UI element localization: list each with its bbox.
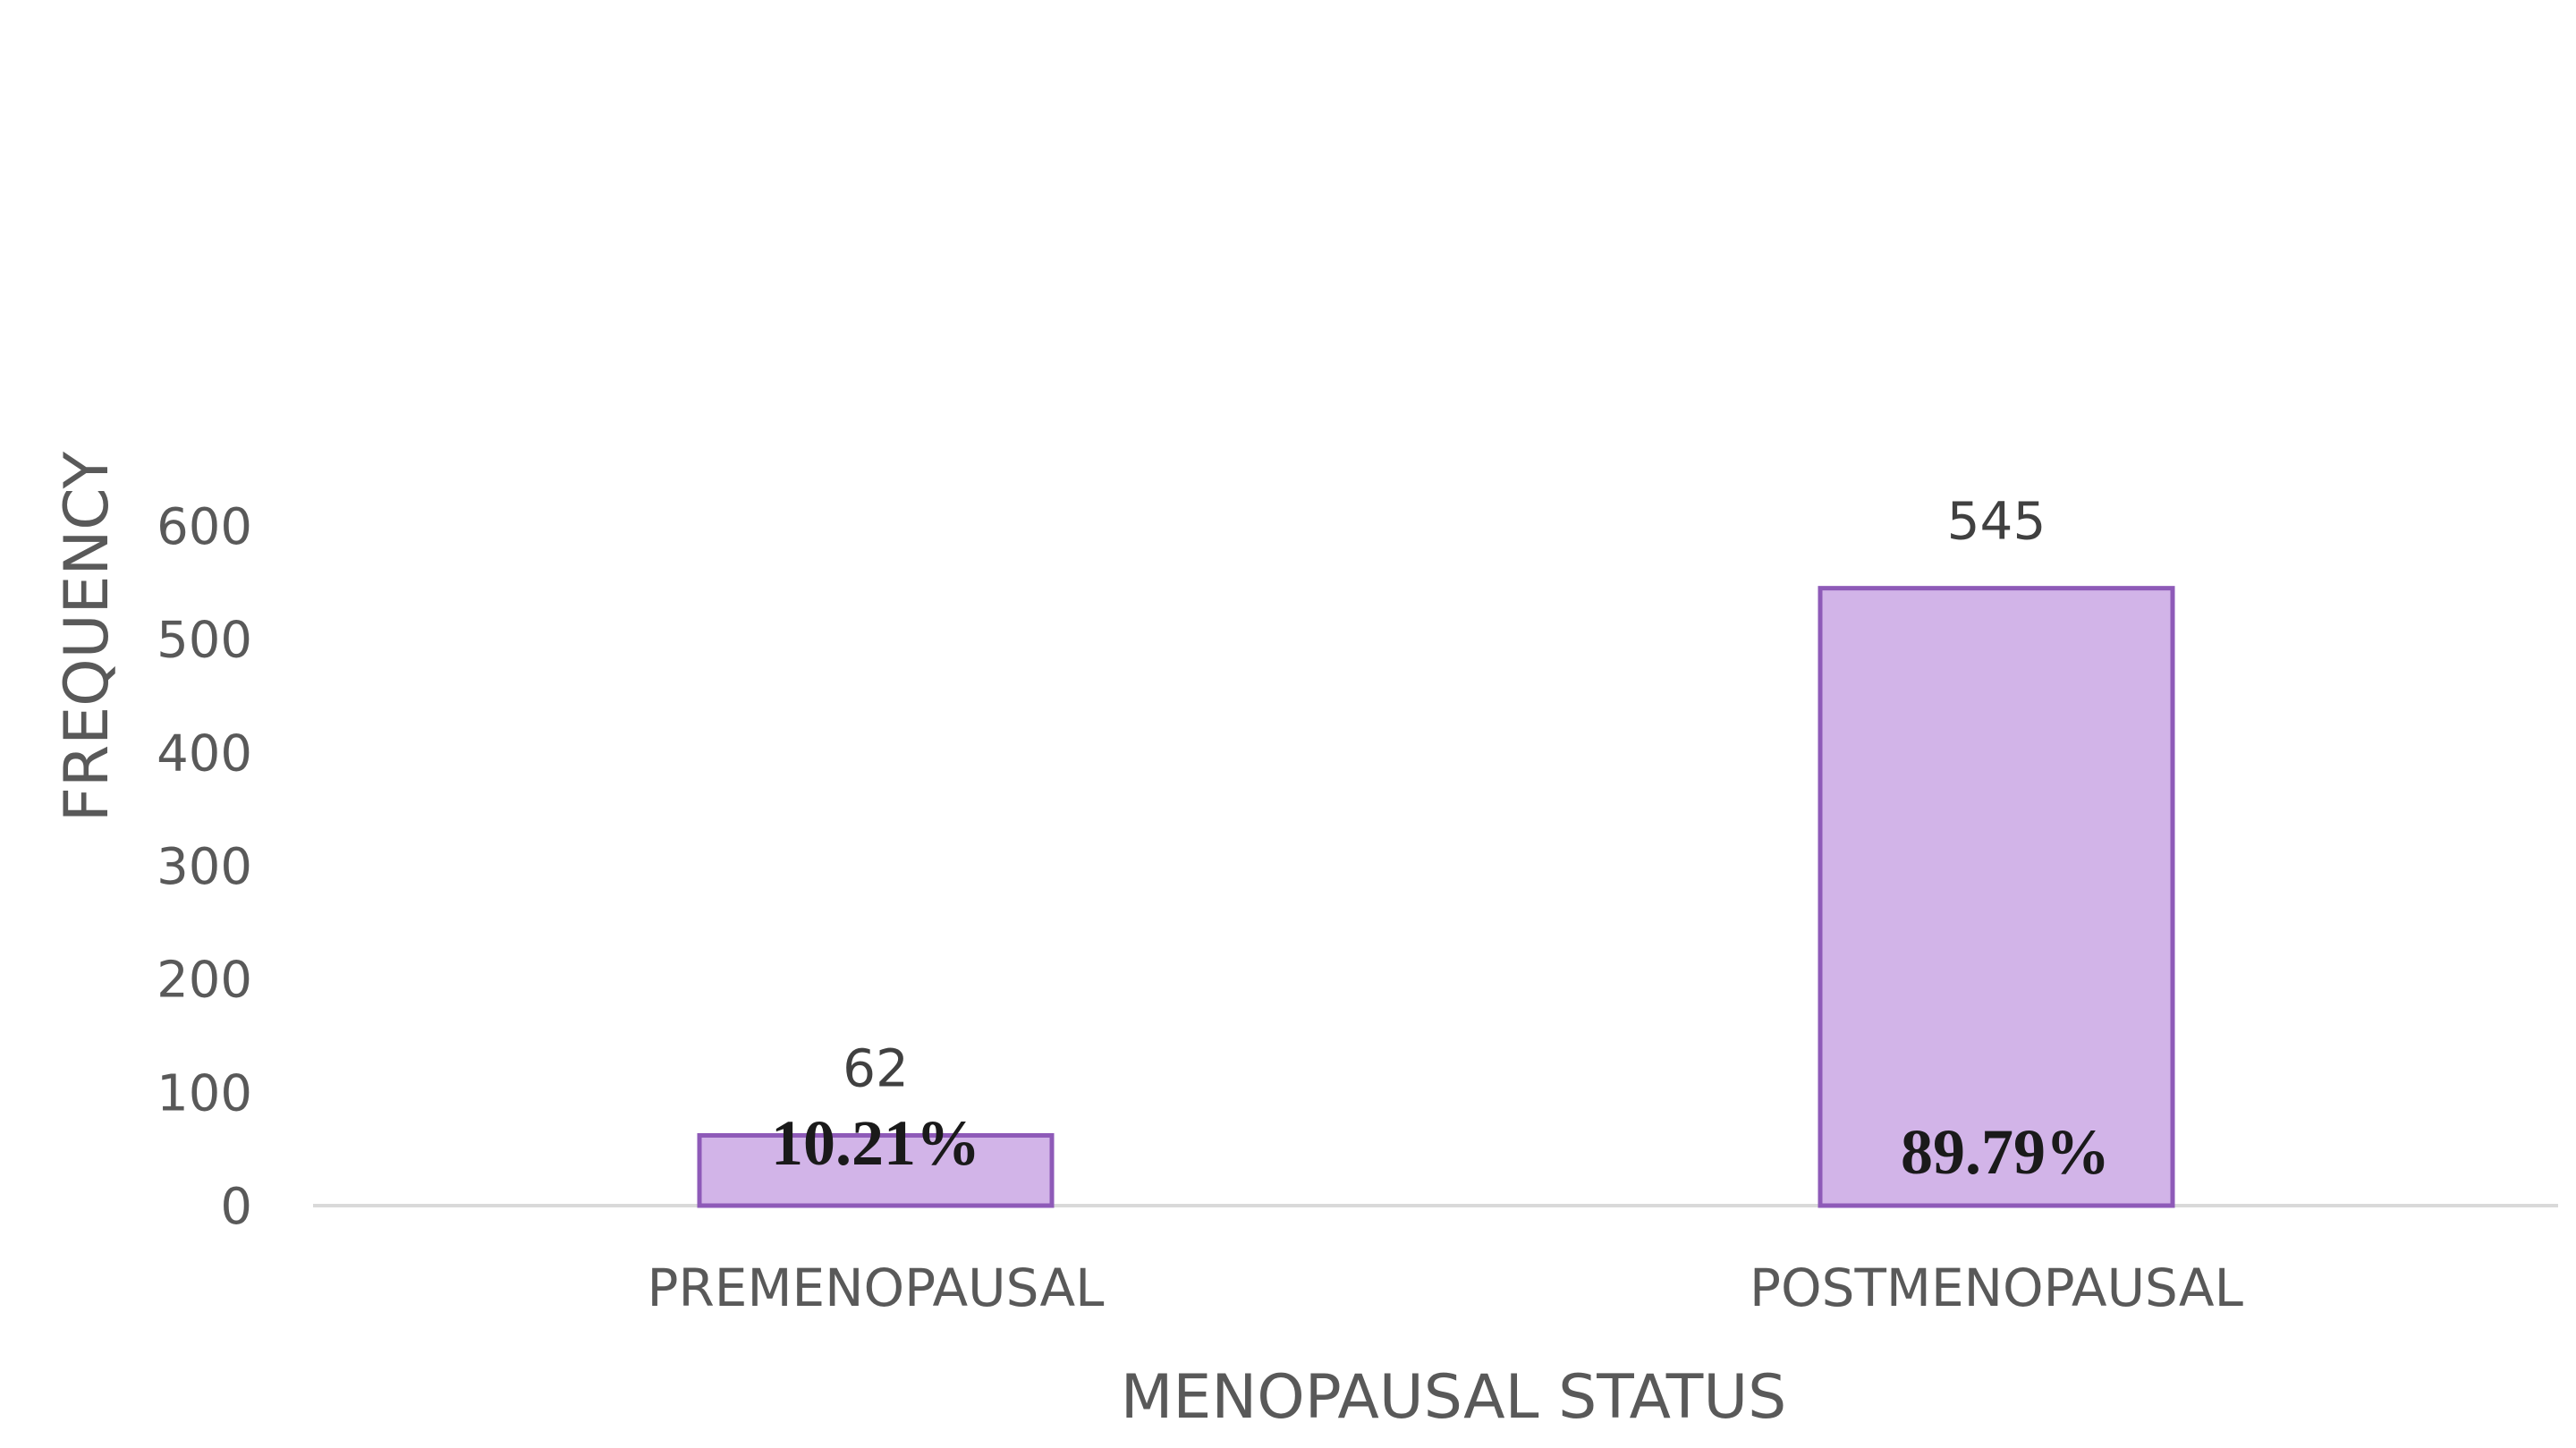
category-label: POSTMENOPAUSAL (1750, 1257, 2243, 1318)
y-tick-label: 600 (157, 498, 252, 556)
category-label: PREMENOPAUSAL (648, 1257, 1105, 1318)
y-tick-label: 300 (157, 838, 252, 896)
bars (697, 586, 2175, 1208)
y-axis-title: FREQUENCY (52, 451, 123, 822)
y-tick-label: 400 (157, 724, 252, 783)
bar-premenopausal (697, 1132, 1055, 1208)
y-axis-ticks: 0 100 200 300 400 500 600 (157, 498, 252, 1236)
y-tick-label: 500 (157, 612, 252, 670)
percent-label: 10.21% (771, 1107, 980, 1179)
bar-labels: 62 10.21% PREMENOPAUSAL 545 89.79% POSTMENOPA… (648, 491, 2243, 1318)
y-tick-label: 100 (157, 1064, 252, 1122)
value-label: 62 (843, 1037, 909, 1098)
x-axis-title: MENOPAUSAL STATUS (1121, 1362, 1787, 1433)
y-tick-label: 0 (220, 1178, 252, 1236)
y-tick-label: 200 (157, 952, 252, 1010)
value-label: 545 (1947, 491, 2046, 552)
percent-label: 89.79% (1901, 1116, 2110, 1188)
bar-postmenopausal (1818, 586, 2175, 1208)
